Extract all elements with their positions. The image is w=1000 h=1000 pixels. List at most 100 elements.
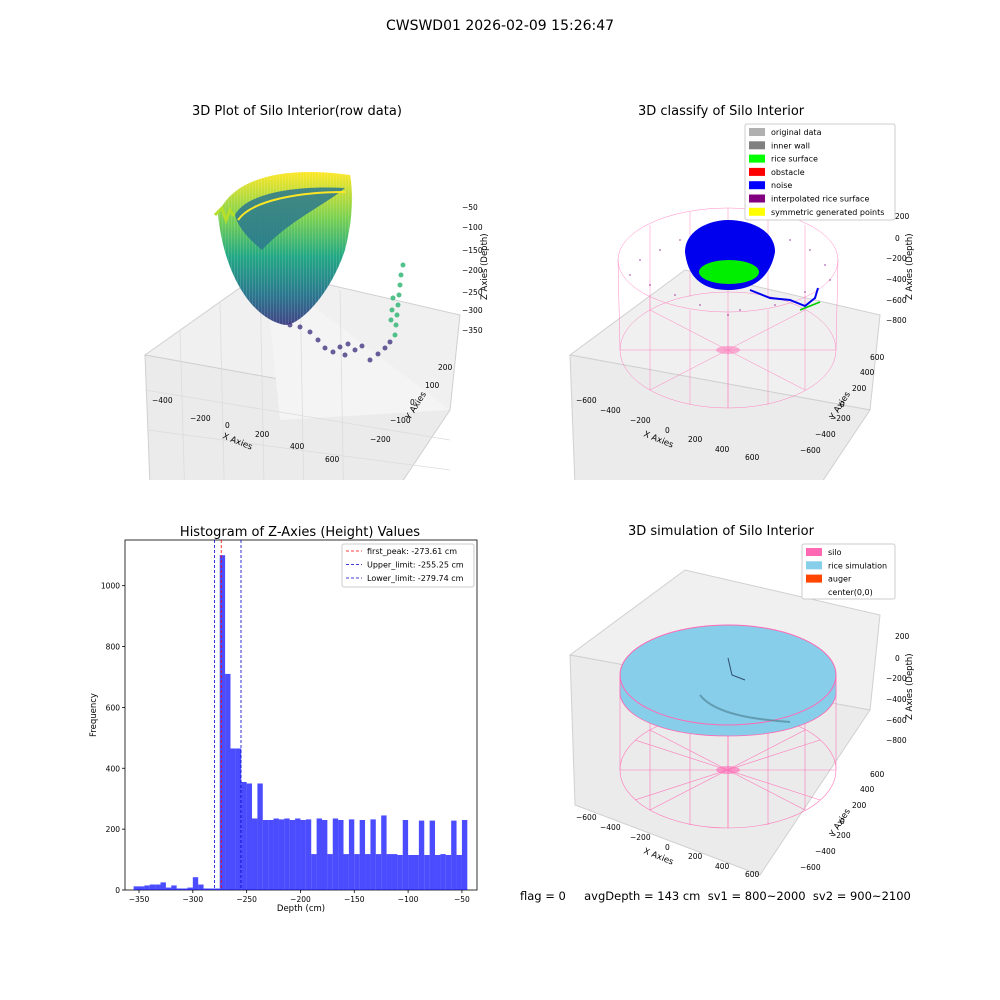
legend-swatch	[749, 167, 765, 176]
histogram-ytick-label: 0	[115, 886, 120, 895]
histogram-bar	[252, 818, 258, 890]
histogram-bar	[332, 818, 339, 890]
histogram-ytick-label: 400	[106, 764, 121, 773]
histogram-bar	[262, 820, 269, 890]
histogram-bar	[214, 888, 220, 890]
histogram-bar	[208, 888, 215, 890]
histogram-bar	[402, 820, 409, 890]
raw-xtick: 400	[290, 442, 305, 451]
classify-xtick: 0	[665, 426, 670, 435]
histogram-ytick-label: 800	[106, 643, 121, 652]
classify-xtick: −200	[630, 416, 651, 425]
histogram-bar	[155, 884, 161, 890]
classify-ytick: 600	[870, 353, 885, 362]
legend-swatch	[749, 141, 765, 150]
histogram-bars	[133, 555, 468, 890]
classify-xtick: 200	[688, 435, 703, 444]
simulation-ytick: −200	[830, 831, 851, 840]
histogram-bar	[300, 820, 306, 890]
histogram-chart: Histogram of Z-Axies (Height) Values −35…	[89, 525, 478, 914]
histogram-bar	[284, 818, 290, 890]
classify-ytick: −200	[830, 414, 851, 423]
histogram-bar	[381, 815, 387, 890]
histogram-bar	[268, 820, 274, 890]
histogram-bar	[348, 819, 355, 890]
legend-label: noise	[771, 181, 792, 190]
simulation-xlabel: X Axies	[642, 847, 675, 868]
legend-label: original data	[771, 128, 822, 137]
raw-ytick: 0	[410, 398, 415, 407]
histogram-bar	[149, 884, 156, 890]
raw-xtick: 600	[325, 455, 340, 464]
histogram-bar	[133, 886, 139, 890]
legend-label: auger	[828, 575, 852, 584]
raw-ztick: −100	[462, 223, 483, 232]
simulation-xtick: −600	[576, 813, 597, 822]
histogram-bar	[321, 820, 328, 890]
simulation-zlabel: Z Axies (Depth)	[905, 653, 915, 720]
classify-xtick: 400	[715, 445, 730, 454]
raw-ytick: −100	[390, 416, 411, 425]
histogram-xtick-label: −200	[290, 895, 311, 904]
simulation-ytick: 200	[852, 801, 867, 810]
histogram-bar	[278, 819, 285, 890]
histogram-bar	[165, 887, 172, 890]
histogram-bar	[435, 855, 441, 890]
histogram-bar	[160, 882, 166, 890]
legend-swatch	[806, 587, 822, 596]
histogram-ylabel: Frequency	[89, 693, 99, 737]
histogram-bar	[354, 854, 360, 890]
simulation-ztick: −800	[886, 736, 907, 745]
legend-label: rice simulation	[828, 561, 887, 570]
histogram-bar	[171, 885, 177, 890]
raw-zlabel: Z Axies (Depth)	[480, 233, 490, 300]
legend-swatch	[749, 207, 765, 216]
classify-ztick: −800	[886, 316, 907, 325]
legend-swatch	[749, 154, 765, 163]
simulation-ztick: 200	[895, 632, 910, 641]
legend-swatch	[749, 181, 765, 190]
histogram-bar	[440, 854, 446, 890]
simulation-xtick: −200	[630, 833, 651, 842]
histogram-bar	[192, 877, 199, 890]
classify-zlabel: Z Axies (Depth)	[905, 233, 915, 300]
simulation-ztick: −600	[886, 716, 907, 725]
histogram-vlines	[214, 540, 242, 890]
histogram-xtick-label: −350	[129, 895, 150, 904]
histogram-bar	[230, 748, 236, 890]
raw-xtick: 0	[225, 421, 230, 430]
legend-label: symmetric generated points	[771, 208, 884, 217]
histogram-bar	[144, 885, 150, 890]
status-readout: flag = 0 avgDepth = 143 cm sv1 = 800~200…	[520, 889, 911, 903]
simulation-xtick: 400	[715, 862, 730, 871]
histogram-bar	[386, 854, 392, 890]
histogram-bar	[461, 820, 468, 890]
classify-legend: original data inner wall rice surface obsta…	[744, 123, 896, 221]
raw-plot-title: 3D Plot of Silo Interior(row data)	[192, 104, 402, 119]
histogram-xtick-label: −100	[398, 895, 419, 904]
histogram-bar	[359, 820, 366, 890]
histogram-bar	[219, 555, 226, 890]
histogram-bar	[365, 854, 371, 890]
histogram-bar	[424, 855, 430, 890]
histogram-bar	[370, 819, 376, 890]
histogram-bar	[343, 854, 349, 890]
simulation-xtick: −400	[600, 823, 621, 832]
histogram-bar	[138, 886, 145, 890]
raw-ztick: −350	[462, 326, 483, 335]
simulation-ytick: −400	[815, 847, 836, 856]
simulation-ytick: 400	[860, 785, 875, 794]
classify-ytick: 0	[840, 400, 845, 409]
classify-ztick: 200	[895, 212, 910, 221]
histogram-bar	[198, 884, 204, 890]
histogram-bar	[187, 887, 193, 890]
simulation-ytick: 600	[870, 770, 885, 779]
histogram-bar	[311, 854, 317, 890]
histogram-xtick-label: −300	[183, 895, 204, 904]
classify-3d-plot: −600 −400 −200 0 200 400 600 −600 −400 −…	[568, 123, 915, 480]
simulation-plot-title: 3D simulation of Silo Interior	[628, 524, 814, 539]
classify-ytick: −600	[800, 446, 821, 455]
histogram-ytick-label: 1000	[101, 582, 120, 591]
raw-xtick: 200	[255, 430, 270, 439]
raw-3d-plot: −400 −200 0 200 400 600 −200 −100 0 100 …	[143, 171, 490, 480]
